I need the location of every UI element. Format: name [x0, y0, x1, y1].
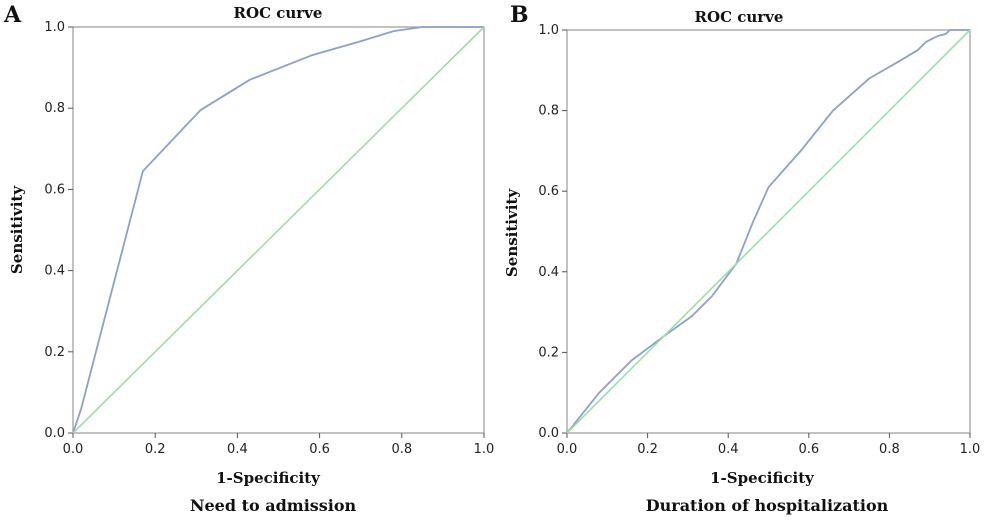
panel-b-y-tick-label: 0.0	[538, 426, 559, 441]
panel-b-x-tick-label: 0.2	[637, 442, 658, 457]
panel-b-x-axis-label: 1-Specificity	[710, 469, 815, 487]
panel-b-y-axis-label: Sensitivity	[503, 188, 521, 277]
panel-a-y-axis-label: Sensitivity	[8, 185, 26, 274]
panel-b-caption: Duration of hospitalization	[646, 496, 889, 515]
panel-a-x-tick-label: 0.0	[63, 442, 84, 457]
panel-a-y-tick-label: 0.8	[44, 101, 65, 116]
panel-a-plot-frame	[72, 26, 485, 434]
panel-b-y-tick-label: 0.2	[538, 345, 559, 360]
panel-a-x-tick-label: 0.6	[309, 442, 330, 457]
panel-b-x-tick-label: 0.4	[718, 442, 739, 457]
panel-a-y-tick-label: 0.2	[44, 345, 65, 360]
panel-b: B ROC curve 0.0 0.2 0.4 0.6 0.8 1.0 0.0 0.2 0.4…	[503, 2, 980, 515]
panel-b-x-tick-label: 0.6	[798, 442, 819, 457]
panel-b-x-tick-label: 0.8	[879, 442, 900, 457]
panel-b-y-tick-label: 0.4	[538, 265, 559, 280]
panel-a-series	[72, 26, 485, 434]
panel-a-x-ticks: 0.0 0.2 0.4 0.6 0.8 1.0	[63, 433, 495, 457]
panel-a-title: ROC curve	[234, 4, 323, 22]
panel-a-x-tick-label: 0.4	[227, 442, 248, 457]
panel-b-x-ticks: 0.0 0.2 0.4 0.6 0.8 1.0	[557, 433, 981, 457]
panel-a-x-tick-label: 0.2	[145, 442, 166, 457]
panel-a-letter: A	[3, 2, 22, 28]
panel-b-plot-frame	[566, 29, 971, 434]
panel-b-y-ticks: 0.0 0.2 0.4 0.6 0.8 1.0	[538, 23, 567, 441]
panel-a-x-axis-label: 1-Specificity	[216, 469, 321, 487]
panel-b-reference-line	[566, 29, 971, 434]
panel-b-x-tick-label: 0.0	[557, 442, 578, 457]
panel-a-roc-line	[72, 26, 484, 434]
panel-b-letter: B	[510, 2, 529, 28]
panel-a-reference-line	[72, 26, 485, 434]
panel-b-title: ROC curve	[695, 8, 784, 26]
panel-b-y-tick-label: 0.8	[538, 104, 559, 119]
panel-a-y-tick-label: 0.4	[44, 264, 65, 279]
panel-a-x-tick-label: 0.8	[391, 442, 412, 457]
panel-a-y-tick-label: 0.6	[44, 182, 65, 197]
panel-a-y-ticks: 0.0 0.2 0.4 0.6 0.8 1.0	[44, 20, 73, 441]
panel-b-y-tick-label: 1.0	[538, 23, 559, 38]
panel-b-series	[566, 29, 971, 434]
panel-a-y-tick-label: 1.0	[44, 20, 65, 35]
panel-a: A ROC curve 0.0 0.2 0.4 0.6 0.8 1.0 0.0 0.2 0.4…	[3, 2, 494, 515]
panel-a-caption: Need to admission	[190, 496, 357, 515]
panel-a-x-tick-label: 1.0	[474, 442, 495, 457]
panel-a-y-tick-label: 0.0	[44, 426, 65, 441]
panel-b-y-tick-label: 0.6	[538, 184, 559, 199]
panel-b-x-tick-label: 1.0	[960, 442, 981, 457]
